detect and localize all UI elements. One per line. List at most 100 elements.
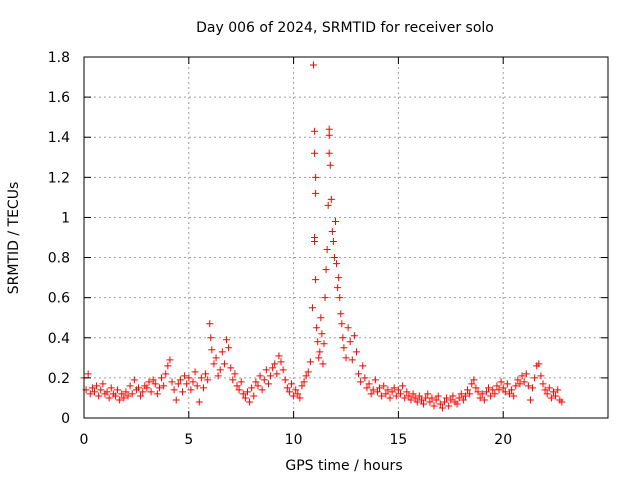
data-point [478, 390, 486, 398]
data-point [480, 396, 488, 404]
data-point [281, 376, 289, 384]
data-point [457, 390, 465, 398]
data-point [357, 378, 365, 386]
data-point [317, 314, 325, 322]
data-point [539, 380, 547, 388]
data-point [311, 127, 319, 135]
y-tick-label: 0.6 [48, 291, 70, 307]
data-point [512, 382, 520, 390]
data-point [373, 388, 381, 396]
data-point [344, 324, 352, 332]
data-point [335, 274, 343, 282]
data-point [417, 396, 425, 404]
data-point [271, 360, 279, 368]
data-point [371, 376, 379, 384]
data-point [367, 390, 375, 398]
data-point [227, 364, 235, 372]
data-point [275, 352, 283, 360]
data-point [86, 390, 94, 398]
data-point [283, 384, 291, 392]
data-point [409, 390, 417, 398]
data-point [447, 396, 455, 404]
data-point [432, 396, 440, 404]
data-point [537, 372, 545, 380]
axis-ticks: 0 0.2 0.4 0.6 0.8 1 1.2 1.4 1.6 1.8 0 5 10 15 20 [48, 50, 608, 448]
data-point [326, 161, 334, 169]
data-point [322, 266, 330, 274]
data-point [316, 348, 324, 356]
data-point [382, 390, 390, 398]
data-point [459, 396, 467, 404]
data-point [338, 320, 346, 328]
data-point [378, 392, 386, 400]
data-point [130, 376, 138, 384]
data-point [449, 392, 457, 400]
data-point [300, 378, 308, 386]
data-point [296, 394, 304, 402]
data-point [172, 396, 180, 404]
data-point [495, 386, 503, 394]
data-point [384, 386, 392, 394]
data-point [285, 388, 293, 396]
y-tick-label: 1.4 [48, 130, 70, 146]
data-point [231, 370, 239, 378]
data-point [361, 374, 369, 382]
y-tick-label: 1.8 [48, 50, 70, 66]
data-point [114, 386, 122, 394]
data-point [487, 392, 495, 400]
data-point [415, 392, 423, 400]
data-point [246, 398, 254, 406]
data-point [292, 386, 300, 394]
data-point [541, 386, 549, 394]
data-point [197, 374, 205, 382]
data-point [328, 227, 336, 235]
data-point [485, 384, 493, 392]
data-point [264, 380, 272, 388]
data-point [143, 384, 151, 392]
data-point [107, 384, 115, 392]
data-point [162, 370, 170, 378]
data-point [327, 195, 335, 203]
data-point [438, 404, 446, 412]
data-point [310, 61, 318, 69]
data-point [430, 402, 438, 410]
data-point [137, 392, 145, 400]
data-point [422, 394, 430, 402]
data-point [111, 392, 119, 400]
data-point [337, 310, 345, 318]
data-point [324, 201, 332, 209]
data-point [254, 382, 262, 390]
data-point [441, 398, 449, 406]
data-point [126, 382, 134, 390]
data-point [160, 382, 168, 390]
data-point [189, 378, 197, 386]
data-point [181, 372, 189, 380]
data-point [390, 384, 398, 392]
data-point [262, 366, 270, 374]
data-point [176, 376, 184, 384]
data-point [214, 372, 222, 380]
data-point [250, 392, 258, 400]
data-point [464, 386, 472, 394]
data-point [207, 334, 215, 342]
data-point [273, 370, 281, 378]
data-point [489, 386, 497, 394]
data-point [333, 260, 341, 268]
x-axis-label: GPS time / hours [285, 458, 402, 474]
data-point [426, 398, 434, 406]
data-point [288, 380, 296, 388]
data-point [118, 390, 126, 398]
data-points [80, 61, 566, 412]
x-tick-label: 10 [285, 432, 303, 448]
data-point [239, 390, 247, 398]
x-tick-label: 20 [494, 432, 512, 448]
data-point [229, 376, 237, 384]
data-point [392, 392, 400, 400]
data-point [183, 380, 191, 388]
data-point [208, 346, 216, 354]
data-point [491, 390, 499, 398]
x-tick-label: 15 [389, 432, 407, 448]
data-point [329, 238, 337, 246]
